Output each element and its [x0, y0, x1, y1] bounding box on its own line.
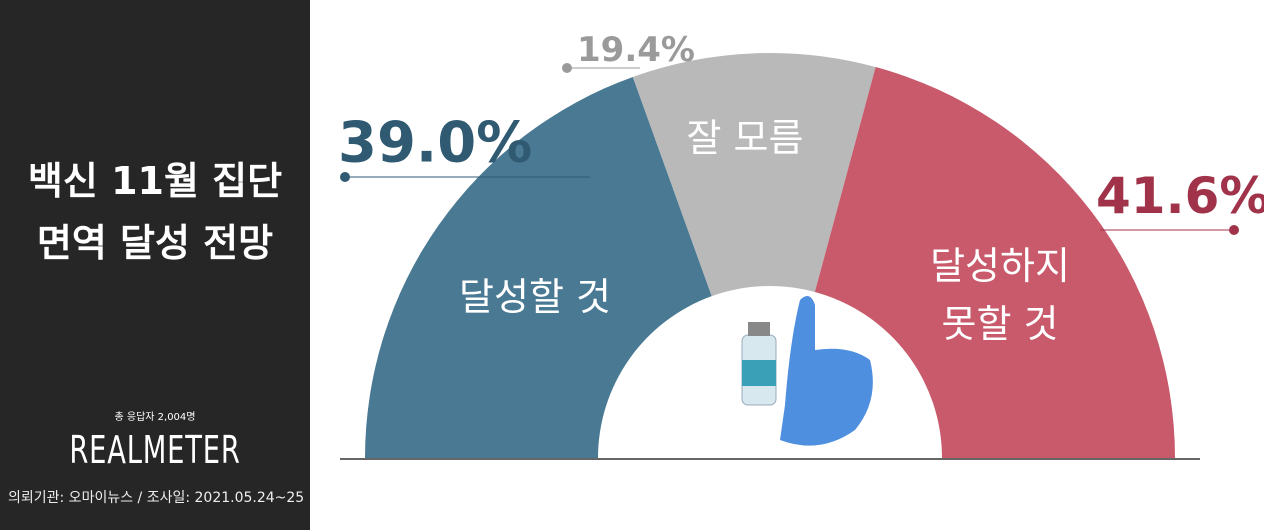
leader-dot — [1229, 225, 1239, 235]
footer: 의뢰기관: 오마이뉴스 / 조사일: 2021.05.24~25 — [8, 490, 305, 506]
value-label: 41.6% — [1096, 167, 1264, 225]
vial-illustration — [741, 296, 873, 446]
slice — [814, 67, 1175, 458]
respondents: 총 응답자 2,004명 — [114, 412, 196, 423]
slice — [632, 52, 876, 297]
leader-dot — [340, 172, 350, 182]
category-label: 달성하지 못할 것 — [930, 244, 1070, 346]
slice — [365, 76, 712, 458]
value-label: 39.0% — [338, 110, 533, 176]
chart-title: 백신 11월 집단면역 달성 전망 — [27, 159, 283, 265]
leader-dot — [562, 63, 572, 73]
side-panel: 백신 11월 집단면역 달성 전망 총 응답자 2,004명 REALMETER… — [0, 0, 310, 530]
category-label: 잘 모름 — [686, 116, 804, 160]
value-label: 19.4% — [577, 30, 695, 70]
brand: REALMETER — [69, 428, 241, 472]
category-label: 달성할 것 — [459, 275, 611, 319]
